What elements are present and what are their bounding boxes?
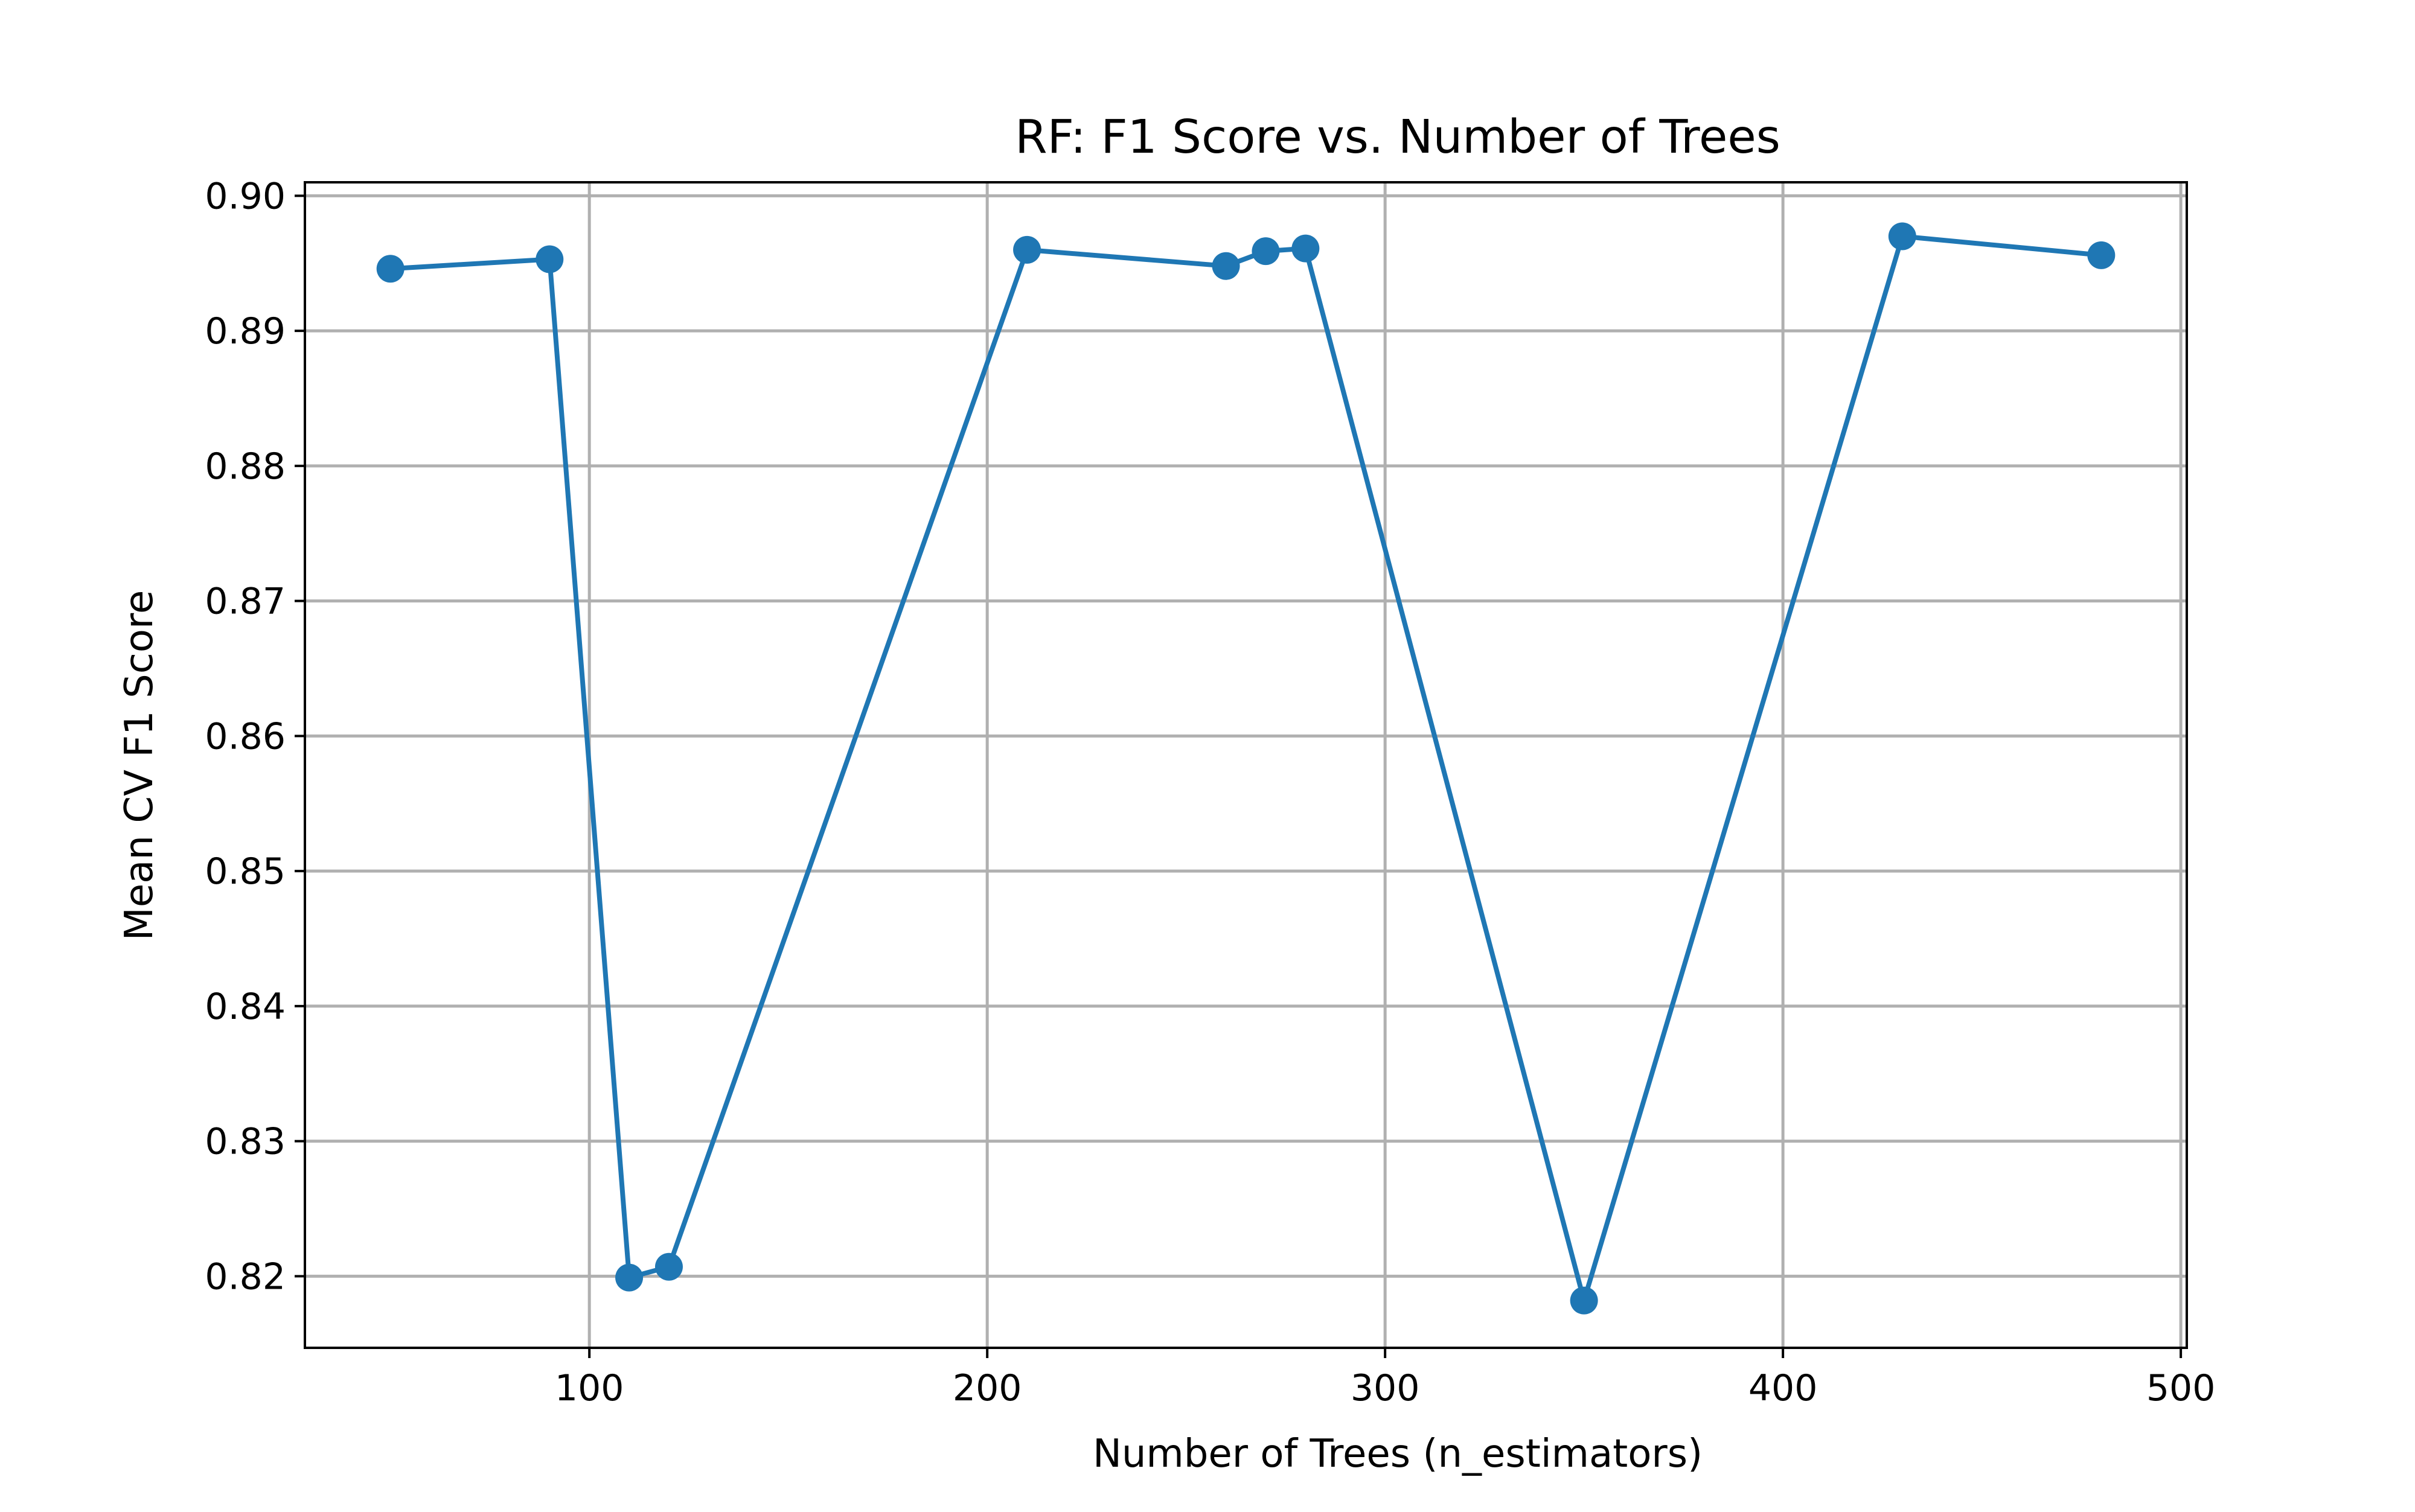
- x-axis-label: Number of Trees (n_estimators): [1093, 1432, 1703, 1476]
- data-point: [2087, 241, 2116, 269]
- plot-area-frame: [304, 181, 2188, 1349]
- y-tick-label: 0.83: [205, 1121, 286, 1163]
- data-point: [615, 1263, 644, 1292]
- data-point: [654, 1252, 683, 1281]
- y-tick-label: 0.84: [205, 986, 286, 1028]
- x-tick-label: 500: [2146, 1367, 2216, 1409]
- data-point: [536, 245, 564, 273]
- data-point: [1291, 234, 1320, 263]
- y-tick-label: 0.87: [205, 581, 286, 623]
- y-tick-label: 0.82: [205, 1255, 286, 1298]
- data-point: [1888, 222, 1916, 250]
- x-tick-label: 400: [1748, 1367, 1818, 1409]
- y-tick-label: 0.90: [205, 175, 286, 217]
- y-axis-label: Mean CV F1 Score: [117, 590, 162, 941]
- x-tick-label: 200: [953, 1367, 1022, 1409]
- x-tick-label: 100: [555, 1367, 624, 1409]
- data-point: [376, 255, 405, 283]
- series-layer: [376, 222, 2116, 1315]
- data-point: [1013, 235, 1041, 264]
- y-tick-label: 0.86: [205, 715, 286, 758]
- data-point: [1252, 237, 1280, 266]
- y-tick-label: 0.88: [205, 445, 286, 488]
- x-tick-label: 300: [1351, 1367, 1420, 1409]
- data-point: [1570, 1286, 1598, 1315]
- y-tick-label: 0.85: [205, 850, 286, 893]
- ticks-layer: 100 200 300 400 500 0.82 0.83 0.84 0.85 0.86 0.87 0…: [205, 175, 2215, 1409]
- data-point: [1212, 252, 1240, 280]
- y-tick-label: 0.89: [205, 310, 286, 352]
- chart-title: RF: F1 Score vs. Number of Trees: [1015, 110, 1780, 164]
